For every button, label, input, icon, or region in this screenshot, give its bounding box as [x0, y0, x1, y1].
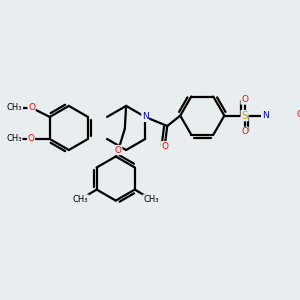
Text: CH₃: CH₃	[7, 103, 22, 112]
Text: O: O	[28, 103, 35, 112]
Text: CH₃: CH₃	[143, 195, 159, 204]
Text: CH₃: CH₃	[73, 195, 88, 204]
Text: S: S	[241, 111, 248, 121]
Text: O: O	[241, 127, 248, 136]
Text: O: O	[297, 110, 300, 119]
Text: O: O	[161, 142, 168, 151]
Text: O: O	[28, 134, 34, 143]
Text: O: O	[241, 95, 248, 104]
Text: N: N	[262, 111, 269, 120]
Text: CH₃: CH₃	[7, 134, 22, 143]
Text: N: N	[142, 112, 148, 122]
Text: O: O	[115, 146, 122, 154]
